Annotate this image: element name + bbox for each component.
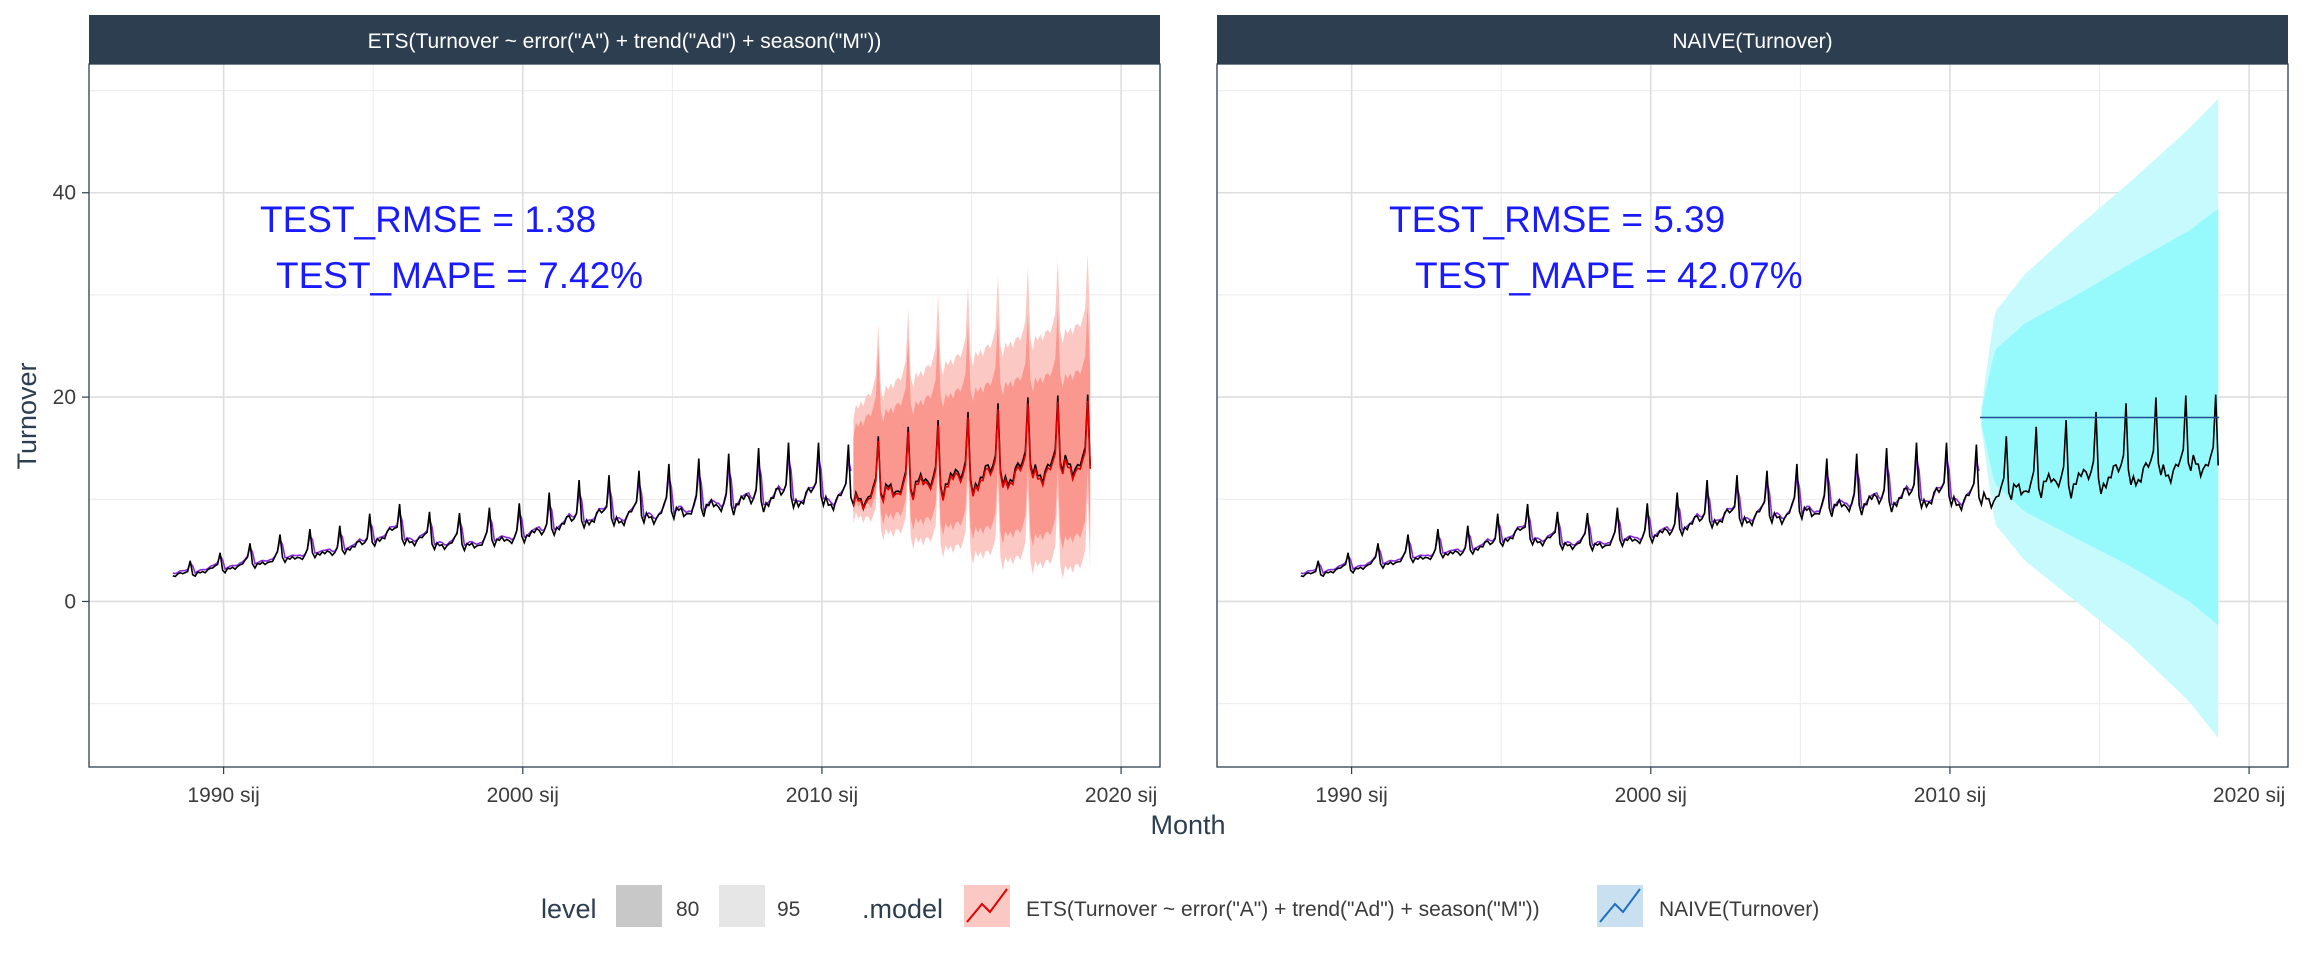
legend-level-80-swatch [616,885,662,927]
y-tick-label: 20 [53,386,76,409]
y-tick-label: 0 [64,590,76,613]
panel-naive-strip [1217,15,2288,64]
panel-ets-rmse-annotation: TEST_RMSE = 1.38 [260,199,596,240]
x-tick-label: 2000 sij [487,784,559,807]
panel-ets-strip [89,15,1160,64]
forecast-line [852,400,1091,512]
x-tick-label: 2010 sij [786,784,858,807]
legend: level 80 95 .model ETS(Turnover ~ error(… [541,885,1819,927]
legend-level-95-swatch [719,885,765,927]
panel-ets-mape-annotation: TEST_MAPE = 7.42% [276,255,643,296]
panel-ets: ETS(Turnover ~ error("A") + trend("Ad") … [88,15,1161,768]
panel-naive-grid [1217,64,2288,767]
y-axis: 0 20 40 [53,182,89,613]
legend-naive-swatch-fill [1597,885,1643,927]
fitted-line [172,458,852,575]
legend-ets-swatch-fill [964,885,1010,927]
y-axis-title: Turnover [12,362,42,469]
legend-level-title: level [541,894,597,924]
panel-naive-mape-annotation: TEST_MAPE = 42.07% [1415,255,1803,296]
legend-model-title: .model [862,894,943,924]
x-tick-label: 2020 sij [2213,784,2285,807]
fitted-line [1300,458,1980,575]
panel-naive-lines [1300,394,2220,578]
legend-level-80-label: 80 [676,898,699,921]
legend-level-95-label: 95 [777,898,800,921]
x-axis-left: 1990 sij 2000 sij 2010 sij 2020 sij [187,767,1157,807]
x-tick-label: 2020 sij [1085,784,1157,807]
x-axis-title: Month [1150,810,1225,840]
panel-naive-rmse-annotation: TEST_RMSE = 5.39 [1389,199,1725,240]
x-tick-label: 2010 sij [1914,784,1986,807]
actual-line [1300,394,2219,578]
x-tick-label: 1990 sij [187,784,259,807]
panel-ets-lines [172,394,1091,578]
panel-naive: NAIVE(Turnover) TEST_RMSE = 5.39 TEST_MA… [1216,15,2289,768]
legend-naive-label: NAIVE(Turnover) [1659,898,1819,921]
legend-ets-label: ETS(Turnover ~ error("A") + trend("Ad") … [1026,898,1540,921]
x-tick-label: 1990 sij [1315,784,1387,807]
panel-ets-grid [89,64,1160,767]
panel-naive-strip-label: NAIVE(Turnover) [1672,30,1832,53]
panel-ets-strip-label: ETS(Turnover ~ error("A") + trend("Ad") … [368,30,882,53]
x-axis-right: 1990 sij 2000 sij 2010 sij 2020 sij [1315,767,2285,807]
legend-ets-swatch-line [966,888,1008,923]
y-tick-label: 40 [53,182,76,205]
legend-naive-swatch-line [1599,888,1641,923]
x-tick-label: 2000 sij [1615,784,1687,807]
forecast-band-80 [853,305,1091,550]
